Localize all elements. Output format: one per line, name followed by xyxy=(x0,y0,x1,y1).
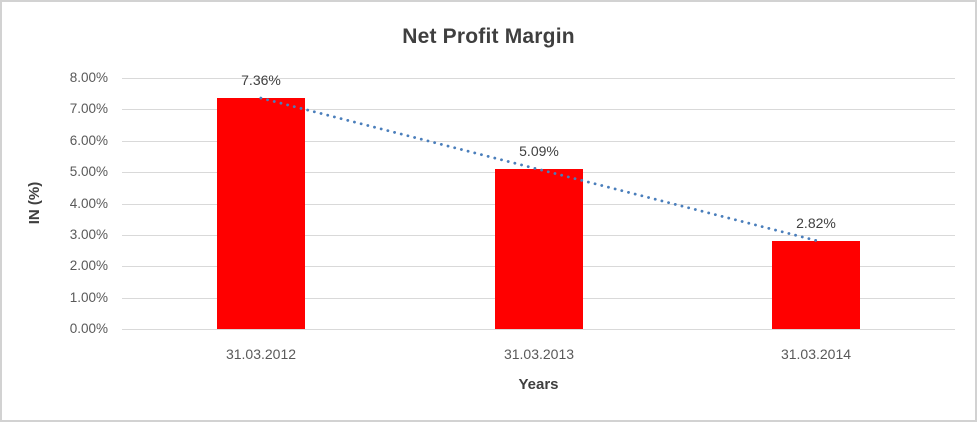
y-tick-label: 6.00% xyxy=(69,133,108,148)
chart-title: Net Profit Margin xyxy=(402,25,575,48)
y-tick-label: 4.00% xyxy=(69,196,108,211)
y-tick-label: 8.00% xyxy=(69,70,108,85)
gridline-8.00% xyxy=(122,78,955,79)
x-tick-label: 31.03.2012 xyxy=(225,346,297,362)
bar-31.03.2014 xyxy=(772,241,860,329)
bar-31.03.2013 xyxy=(495,169,583,329)
x-tick-label: 31.03.2014 xyxy=(780,346,852,362)
data-label: 5.09% xyxy=(519,143,559,159)
y-tick-label: 2.00% xyxy=(69,258,108,273)
y-tick-label: 0.00% xyxy=(69,321,108,336)
x-tick-label: 31.03.2013 xyxy=(503,346,575,362)
data-label: 7.36% xyxy=(241,72,281,88)
bar-31.03.2012 xyxy=(217,98,305,329)
gridline-0.00% xyxy=(122,329,955,330)
y-tick-label: 7.00% xyxy=(69,101,108,116)
y-tick-label: 3.00% xyxy=(69,227,108,242)
y-tick-label: 1.00% xyxy=(69,290,108,305)
x-axis-title: Years xyxy=(518,376,559,393)
y-tick-label: 5.00% xyxy=(69,164,108,179)
data-label: 2.82% xyxy=(796,215,836,231)
